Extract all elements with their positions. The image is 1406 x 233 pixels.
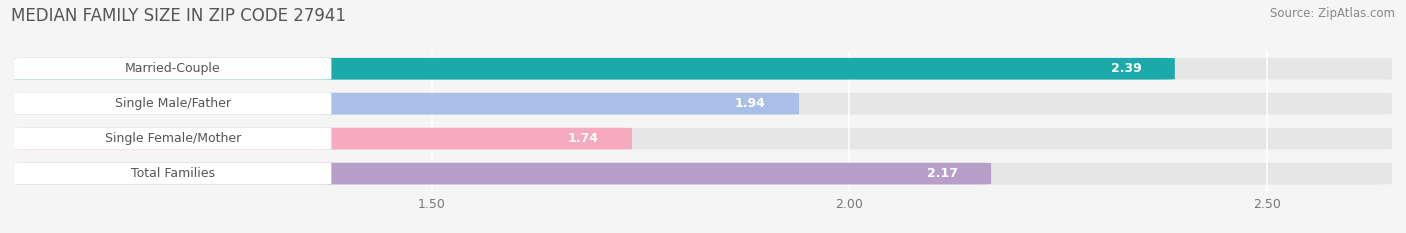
FancyBboxPatch shape [14,128,633,150]
FancyBboxPatch shape [14,128,332,150]
FancyBboxPatch shape [14,93,799,115]
Text: Married-Couple: Married-Couple [125,62,221,75]
Text: 2.39: 2.39 [1111,62,1142,75]
FancyBboxPatch shape [14,163,332,185]
FancyBboxPatch shape [14,93,1392,115]
Text: 1.94: 1.94 [735,97,766,110]
FancyBboxPatch shape [14,93,332,115]
Text: MEDIAN FAMILY SIZE IN ZIP CODE 27941: MEDIAN FAMILY SIZE IN ZIP CODE 27941 [11,7,346,25]
FancyBboxPatch shape [14,58,332,80]
Text: 1.74: 1.74 [568,132,599,145]
FancyBboxPatch shape [14,58,1175,80]
FancyBboxPatch shape [14,128,1392,150]
Text: Source: ZipAtlas.com: Source: ZipAtlas.com [1270,7,1395,20]
Text: Single Female/Mother: Single Female/Mother [104,132,240,145]
Text: 2.17: 2.17 [927,167,957,180]
Text: Single Male/Father: Single Male/Father [115,97,231,110]
FancyBboxPatch shape [14,163,1392,185]
FancyBboxPatch shape [14,58,1392,80]
Text: Total Families: Total Families [131,167,215,180]
FancyBboxPatch shape [14,163,991,185]
